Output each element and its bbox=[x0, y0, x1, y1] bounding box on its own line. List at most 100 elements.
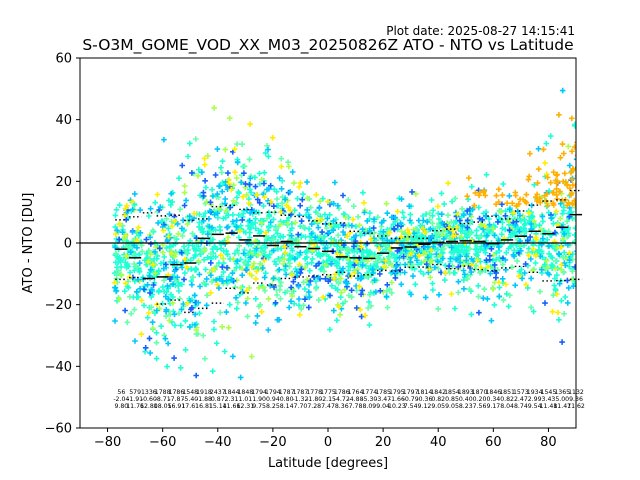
bin-stat-stds: 9.12 bbox=[418, 403, 432, 410]
bin-stat-counts: 1918 bbox=[196, 389, 212, 396]
bin-stat-counts: 1794 bbox=[265, 389, 281, 396]
bin-stat-means: -7.87 bbox=[168, 396, 184, 403]
plot-date: Plot date: 2025-08-27 14:15:41 bbox=[386, 24, 575, 38]
bin-stat-counts: 1794 bbox=[251, 389, 267, 396]
bin-stat-stds: 17.61 bbox=[181, 403, 199, 410]
bin-stat-means: -0.79 bbox=[403, 396, 419, 403]
bin-stat-counts: 1846 bbox=[485, 389, 501, 396]
bin-stat-means: 0.20 bbox=[473, 396, 487, 403]
bin-stat-means: 1.90 bbox=[252, 396, 266, 403]
y-tick-label: −20 bbox=[45, 298, 72, 313]
bin-stat-counts: 1786 bbox=[169, 389, 185, 396]
bin-stat-stds: 8.23 bbox=[459, 403, 473, 410]
bin-stat-counts: 1851 bbox=[499, 389, 515, 396]
y-axis: −60 −40 −20 0 20 40 60 bbox=[45, 52, 80, 437]
bin-stat-stds: 7.28 bbox=[307, 403, 321, 410]
y-tick-label: −40 bbox=[45, 360, 72, 375]
bin-stat-stds: 7.78 bbox=[349, 403, 363, 410]
bin-stat-counts: 1786 bbox=[334, 389, 350, 396]
bin-stat-counts: 1545 bbox=[541, 389, 557, 396]
bin-stat-counts: 1814 bbox=[417, 389, 433, 396]
y-tick-label: 20 bbox=[55, 175, 72, 190]
x-tick-label: −20 bbox=[259, 435, 286, 450]
bin-stat-means: 1.01 bbox=[238, 396, 252, 403]
bin-stat-means: -1.66 bbox=[389, 396, 405, 403]
x-tick-label: 80 bbox=[540, 435, 557, 450]
bin-stat-counts: 1893 bbox=[458, 389, 474, 396]
bin-stat-stds: 9.75 bbox=[252, 403, 266, 410]
y-tick-label: 40 bbox=[55, 113, 72, 128]
bin-stat-means: 0.82 bbox=[431, 396, 445, 403]
bin-stat-means: 0.34 bbox=[486, 396, 500, 403]
bin-stat-counts: 1854 bbox=[444, 389, 460, 396]
bin-stat-counts: 1795 bbox=[389, 389, 405, 396]
bin-stat-means: -0.60 bbox=[141, 396, 157, 403]
scatter-series-00c8ff bbox=[112, 87, 576, 381]
x-tick-label: 60 bbox=[485, 435, 502, 450]
bin-stat-stds: 12.31 bbox=[236, 403, 254, 410]
bin-stat-stds: 11.76 bbox=[126, 403, 144, 410]
bin-stat-means: 0.94 bbox=[266, 396, 280, 403]
bin-stat-means: 3.43 bbox=[542, 396, 556, 403]
bin-stat-means: -5.30 bbox=[361, 396, 377, 403]
bin-stat-stds: 9.17 bbox=[486, 403, 500, 410]
bin-stat-stds: 7.56 bbox=[473, 403, 487, 410]
bin-stat-stds: 16.81 bbox=[195, 403, 213, 410]
bin-stat-stds: 9.04 bbox=[376, 403, 390, 410]
bin-stat-means: 2.99 bbox=[528, 396, 542, 403]
bin-stat-counts: 1778 bbox=[306, 389, 322, 396]
bin-stat-means: 5.00 bbox=[555, 396, 569, 403]
bin-stat-stds: 8.36 bbox=[335, 403, 349, 410]
bin-stat-stds: 8.25 bbox=[266, 403, 280, 410]
bin-stat-stds: 8.04 bbox=[500, 403, 514, 410]
bin-stat-counts: 1844 bbox=[224, 389, 240, 396]
bin-stat-means: -2.15 bbox=[320, 396, 336, 403]
bin-stat-stds: 10.23 bbox=[388, 403, 406, 410]
bin-stat-means: -4.88 bbox=[348, 396, 364, 403]
bin-stat-counts: 1787 bbox=[279, 389, 295, 396]
scatter-points bbox=[111, 87, 576, 381]
x-tick-label: 0 bbox=[324, 435, 332, 450]
x-tick-label: −40 bbox=[204, 435, 231, 450]
y-axis-label: ATO - NTO [DU] bbox=[21, 193, 36, 294]
bin-stat-stds: 11.66 bbox=[223, 403, 241, 410]
bin-stat-stds: 8.14 bbox=[280, 403, 294, 410]
bin-stat-stds: 7.70 bbox=[294, 403, 308, 410]
bin-stat-means: 0.40 bbox=[459, 396, 473, 403]
bin-stat-stds: 15.14 bbox=[209, 403, 227, 410]
bin-stat-means: 0.82 bbox=[500, 396, 514, 403]
bin-stat-means: -5.40 bbox=[182, 396, 198, 403]
bin-stat-means: -8.71 bbox=[155, 396, 171, 403]
bin-stat-means: 2.47 bbox=[514, 396, 528, 403]
bin-stat-means: -1.32 bbox=[292, 396, 308, 403]
x-tick-label: 20 bbox=[375, 435, 392, 450]
scatter-series-ffb000 bbox=[464, 112, 576, 209]
bin-stat-stds: 8.09 bbox=[362, 403, 376, 410]
bin-stat-counts: 1870 bbox=[472, 389, 488, 396]
bin-stat-stds: 18.05 bbox=[154, 403, 172, 410]
x-tick-label: −80 bbox=[94, 435, 121, 450]
bin-stat-means: -2.04 bbox=[113, 396, 129, 403]
bin-stat-counts: 2437 bbox=[210, 389, 226, 396]
chart-title: S-O3M_GOME_VOD_XX_M03_20250826Z ATO - NT… bbox=[82, 36, 573, 55]
bin-stat-means: 0.80 bbox=[280, 396, 294, 403]
bin-stat-counts: 56 bbox=[117, 389, 125, 396]
bin-stat-counts: 1336 bbox=[141, 389, 157, 396]
bin-stat-stds: 9.54 bbox=[528, 403, 542, 410]
bin-stat-stds: 9.05 bbox=[431, 403, 445, 410]
bin-stat-stds: 7.54 bbox=[404, 403, 418, 410]
bin-stat-means: 0.87 bbox=[211, 396, 225, 403]
bin-stat-stds: 16.91 bbox=[168, 403, 186, 410]
y-tick-label: 60 bbox=[55, 52, 72, 67]
bin-stat-stds: 9.05 bbox=[445, 403, 459, 410]
bin-stat-stds: 8.74 bbox=[514, 403, 528, 410]
bin-stat-counts: 1797 bbox=[403, 389, 419, 396]
bin-stat-counts: 1548 bbox=[182, 389, 198, 396]
bin-stat-means: -0.36 bbox=[416, 396, 432, 403]
bin-stat-means: -1.80 bbox=[306, 396, 322, 403]
bin-stat-means: 2.31 bbox=[225, 396, 239, 403]
bin-stat-counts: 1764 bbox=[348, 389, 364, 396]
bin-stat-means: 0.85 bbox=[445, 396, 459, 403]
